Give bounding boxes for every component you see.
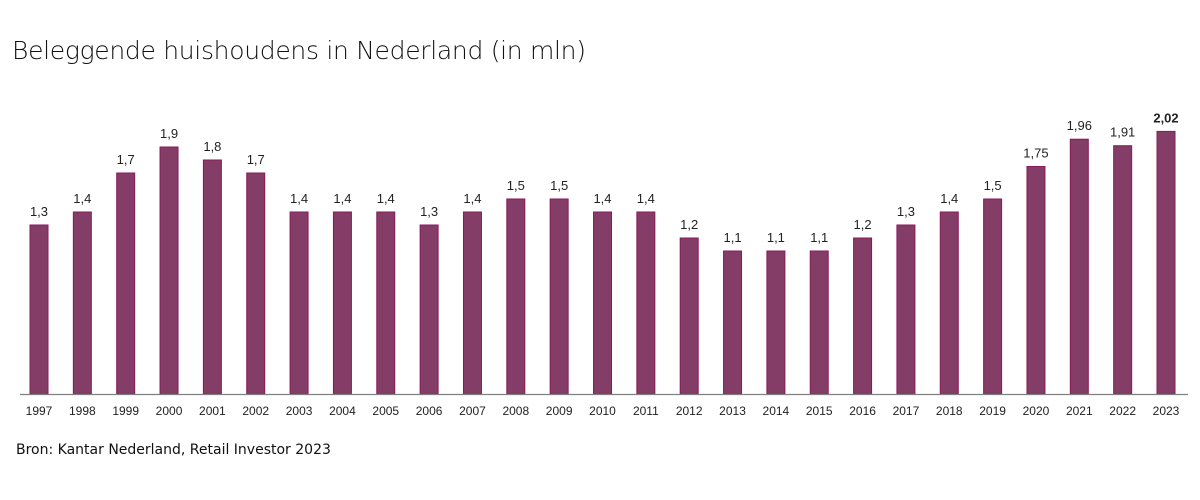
value-label: 1,4	[290, 191, 308, 206]
x-tick-label: 2019	[979, 404, 1006, 418]
bar	[1069, 138, 1089, 395]
x-tick-label: 2014	[763, 404, 790, 418]
value-label: 1,3	[30, 204, 48, 219]
chart-source: Bron: Kantar Nederland, Retail Investor …	[16, 442, 331, 458]
x-tick-label: 1997	[26, 404, 53, 418]
bar	[462, 211, 482, 395]
value-label: 1,4	[73, 191, 91, 206]
x-tick-label: 2015	[806, 404, 833, 418]
x-tick-label: 2017	[893, 404, 920, 418]
chart-title: Beleggende huishoudens in Nederland (in …	[12, 36, 586, 65]
bar	[1113, 145, 1133, 395]
value-label: 1,4	[333, 191, 351, 206]
bar	[202, 159, 222, 395]
value-label: 1,4	[940, 191, 958, 206]
bar	[506, 198, 526, 395]
value-label: 1,1	[767, 230, 785, 245]
bar	[679, 237, 699, 395]
value-label: 1,1	[723, 230, 741, 245]
bar	[983, 198, 1003, 395]
value-label: 1,96	[1067, 118, 1092, 133]
x-tick-label: 2009	[546, 404, 573, 418]
bar	[376, 211, 396, 395]
x-tick-label: 2007	[459, 404, 486, 418]
value-label: 1,8	[203, 139, 221, 154]
value-label: 1,75	[1023, 146, 1048, 161]
bar	[809, 250, 829, 395]
x-tick-label: 2013	[719, 404, 746, 418]
value-label: 2,02	[1153, 110, 1178, 125]
bar	[723, 250, 743, 395]
value-label: 1,5	[507, 178, 525, 193]
value-label: 1,4	[637, 191, 655, 206]
x-tick-label: 2018	[936, 404, 963, 418]
x-tick-label: 2021	[1066, 404, 1093, 418]
bar	[246, 172, 266, 395]
value-label: 1,4	[463, 191, 481, 206]
bar	[549, 198, 569, 395]
bar	[289, 211, 309, 395]
x-tick-label: 2006	[416, 404, 443, 418]
value-label: 1,5	[984, 178, 1002, 193]
value-label: 1,2	[680, 217, 698, 232]
x-tick-label: 2022	[1109, 404, 1136, 418]
bar	[766, 250, 786, 395]
value-label: 1,5	[550, 178, 568, 193]
bar	[939, 211, 959, 395]
x-tick-label: 2016	[849, 404, 876, 418]
x-tick-label: 2020	[1023, 404, 1050, 418]
value-label: 1,3	[420, 204, 438, 219]
x-tick-label: 2004	[329, 404, 356, 418]
x-tick-label: 2000	[156, 404, 183, 418]
bar	[1156, 130, 1176, 395]
x-tick-label: 1998	[69, 404, 96, 418]
value-label: 1,91	[1110, 125, 1135, 140]
x-tick-label: 2012	[676, 404, 703, 418]
value-label: 1,7	[247, 152, 265, 167]
bar	[896, 224, 916, 395]
value-label: 1,7	[117, 152, 135, 167]
x-tick-label: 2005	[372, 404, 399, 418]
bar	[29, 224, 49, 395]
bar	[116, 172, 136, 395]
x-tick-label: 2023	[1153, 404, 1180, 418]
bar	[332, 211, 352, 395]
value-label: 1,1	[810, 230, 828, 245]
bar	[636, 211, 656, 395]
bar	[853, 237, 873, 395]
x-tick-label: 1999	[112, 404, 139, 418]
value-label: 1,4	[377, 191, 395, 206]
x-tick-label: 2011	[633, 404, 659, 418]
bar	[159, 146, 179, 395]
value-label: 1,4	[593, 191, 611, 206]
x-tick-label: 2003	[286, 404, 313, 418]
x-tick-label: 2002	[242, 404, 269, 418]
bar	[1026, 166, 1046, 395]
value-label: 1,9	[160, 126, 178, 141]
x-tick-label: 2010	[589, 404, 616, 418]
bar	[419, 224, 439, 395]
bar	[593, 211, 612, 395]
bar	[72, 211, 92, 395]
value-label: 1,2	[854, 217, 872, 232]
x-tick-label: 2001	[199, 404, 226, 418]
x-tick-label: 2008	[502, 404, 529, 418]
value-label: 1,3	[897, 204, 915, 219]
